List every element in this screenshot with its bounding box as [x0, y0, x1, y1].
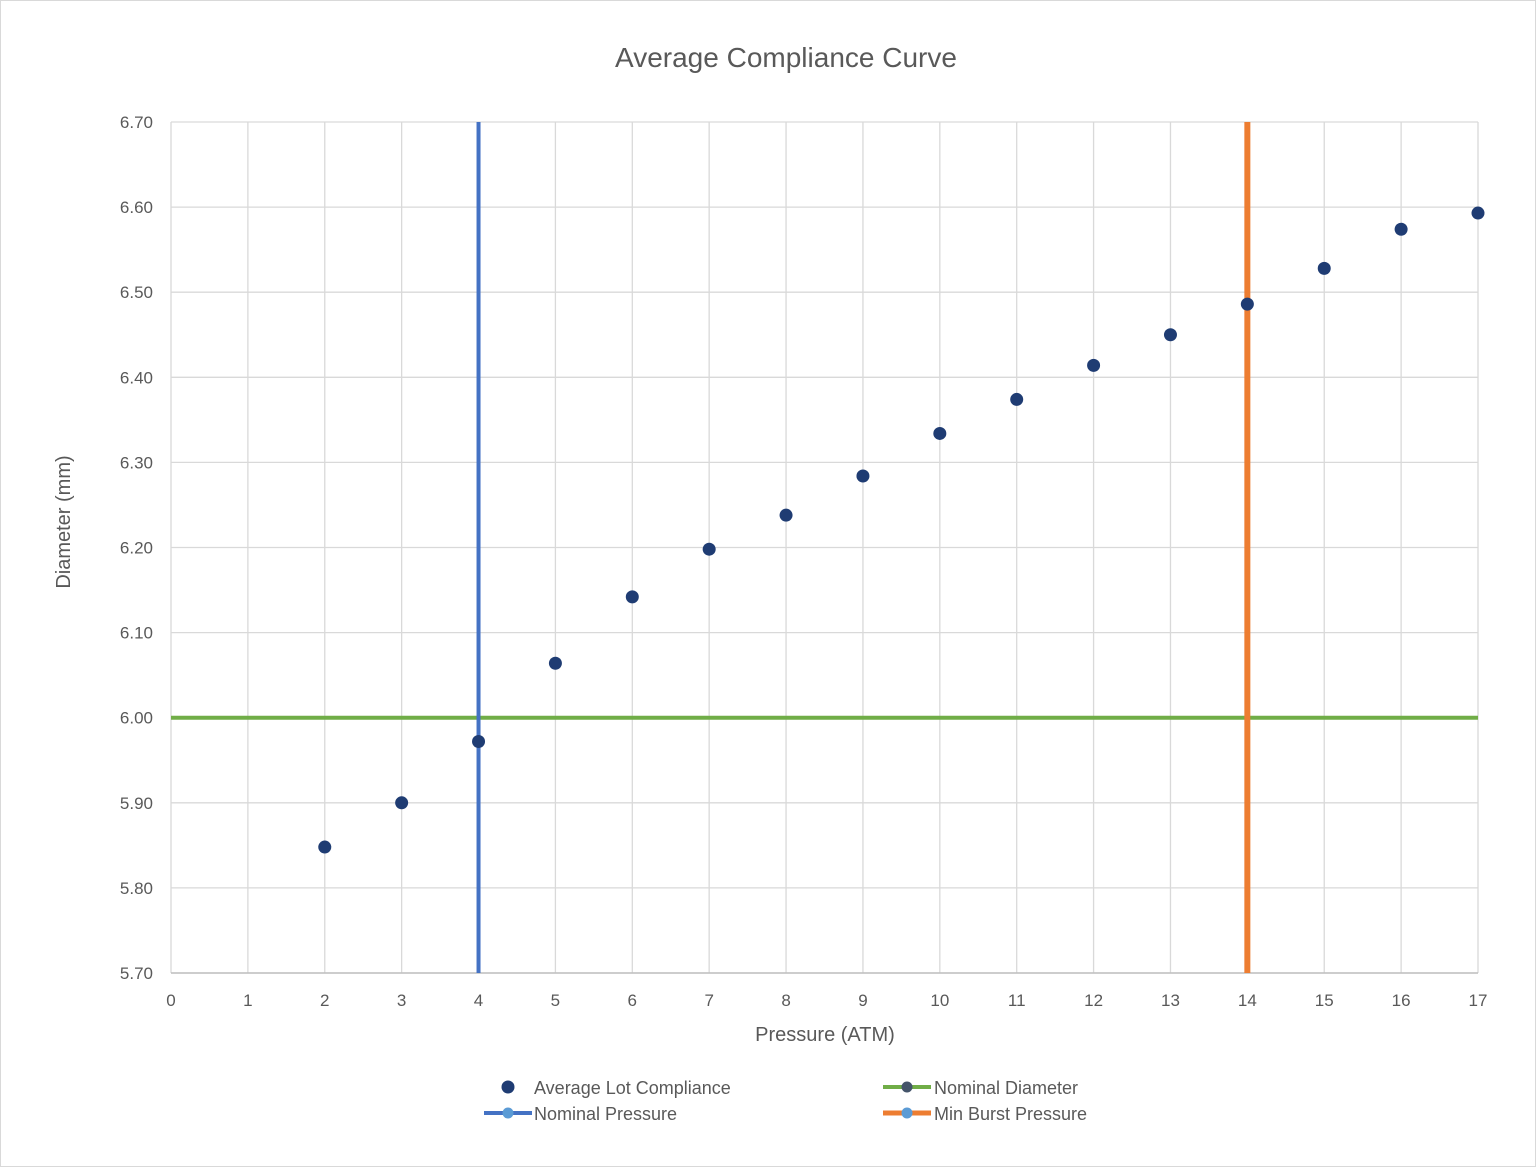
grid-layer	[170, 121, 1479, 974]
y-tick-label: 5.90	[120, 794, 153, 813]
data-point	[1240, 297, 1254, 311]
y-tick-label: 5.80	[120, 879, 153, 898]
y-tick-label: 6.50	[120, 283, 153, 302]
x-tick-label: 3	[397, 991, 406, 1010]
y-tick-label: 6.10	[120, 624, 153, 643]
y-tick-label: 6.70	[120, 113, 153, 132]
data-point	[1010, 392, 1024, 406]
x-tick-label: 6	[628, 991, 637, 1010]
x-tick-label: 8	[781, 991, 790, 1010]
y-axis-title: Diameter (mm)	[53, 455, 75, 588]
legend-label: Nominal Diameter	[934, 1078, 1078, 1098]
x-tick-label: 5	[551, 991, 560, 1010]
data-point	[702, 542, 716, 556]
legend-item: Nominal Pressure	[484, 1104, 677, 1124]
y-tick-label: 6.00	[120, 709, 153, 728]
data-point	[856, 469, 870, 483]
legend-marker	[502, 1107, 514, 1119]
data-point	[548, 656, 562, 670]
x-tick-label: 2	[320, 991, 329, 1010]
x-tick-label: 17	[1469, 991, 1488, 1010]
x-tick-label: 4	[474, 991, 483, 1010]
y-tick-labels: 5.70 5.80 5.90 6.00 6.10 6.20 6.30 6.40 6.50 6.60…	[120, 113, 153, 983]
y-tick-label: 6.30	[120, 453, 153, 472]
data-point	[395, 796, 409, 810]
legend-label: Average Lot Compliance	[534, 1078, 731, 1098]
legend-label: Min Burst Pressure	[934, 1104, 1087, 1124]
data-point	[1163, 328, 1177, 342]
x-tick-label: 16	[1392, 991, 1411, 1010]
x-tick-labels: 0 1 2 3 4 5 6 7 8 9 10 11 12 13 14 15 16 17	[166, 991, 1487, 1010]
y-tick-label: 5.70	[120, 964, 153, 983]
x-tick-label: 15	[1315, 991, 1334, 1010]
data-point	[779, 508, 793, 522]
x-tick-label: 1	[243, 991, 252, 1010]
data-points	[318, 206, 1485, 854]
legend-marker	[501, 1080, 515, 1094]
y-tick-label: 6.60	[120, 198, 153, 217]
data-point	[318, 840, 332, 854]
data-point	[1471, 206, 1485, 220]
x-axis-title: Pressure (ATM)	[755, 1024, 895, 1046]
data-point	[933, 426, 947, 440]
data-point	[625, 590, 639, 604]
data-point	[1394, 222, 1408, 236]
y-tick-label: 6.40	[120, 368, 153, 387]
data-point	[472, 735, 486, 749]
data-point	[1087, 358, 1101, 372]
x-tick-label: 10	[930, 991, 949, 1010]
legend-item: Min Burst Pressure	[883, 1104, 1087, 1124]
chart-title: Average Compliance Curve	[615, 42, 957, 73]
y-tick-label: 6.20	[120, 539, 153, 558]
x-tick-label: 12	[1084, 991, 1103, 1010]
legend-marker	[901, 1107, 913, 1119]
x-tick-label: 14	[1238, 991, 1257, 1010]
legend: Average Lot Compliance Nominal Diameter No…	[484, 1078, 1087, 1124]
x-tick-label: 11	[1008, 991, 1026, 1010]
legend-item: Average Lot Compliance	[501, 1078, 731, 1098]
data-point	[1317, 261, 1331, 275]
legend-label: Nominal Pressure	[534, 1104, 677, 1124]
legend-marker	[901, 1081, 913, 1093]
reference-lines	[171, 122, 1478, 973]
x-tick-label: 0	[166, 991, 175, 1010]
legend-item: Nominal Diameter	[883, 1078, 1078, 1098]
x-tick-label: 7	[704, 991, 713, 1010]
x-tick-label: 13	[1161, 991, 1180, 1010]
x-tick-label: 9	[858, 991, 867, 1010]
